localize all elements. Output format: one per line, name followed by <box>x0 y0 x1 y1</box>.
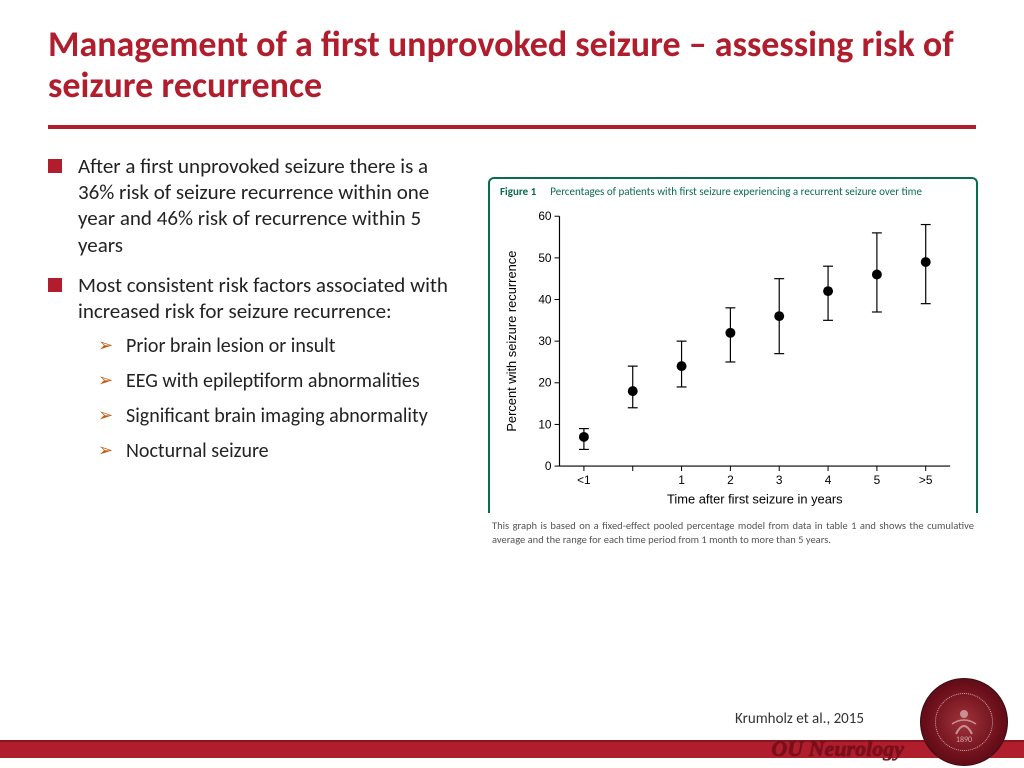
svg-text:30: 30 <box>538 334 552 348</box>
sub-bullet-list: Prior brain lesion or insult EEG with ep… <box>78 334 468 464</box>
errorbar-chart: 0 10 20 30 40 50 60 <1 1 2 3 4 5 >5 Time after first s… <box>500 203 966 513</box>
svg-text:50: 50 <box>538 251 552 265</box>
svg-text:Time after first seizure in ye: Time after first seizure in years <box>667 492 843 507</box>
content-area: After a first unprovoked seizure there i… <box>0 129 1024 548</box>
sub-bullet-item: Prior brain lesion or insult <box>98 334 468 359</box>
svg-text:<1: <1 <box>577 473 591 487</box>
svg-text:10: 10 <box>538 417 552 431</box>
svg-text:20: 20 <box>538 376 552 390</box>
svg-text:>5: >5 <box>919 473 933 487</box>
bullet-list: After a first unprovoked seizure there i… <box>48 153 468 465</box>
svg-text:40: 40 <box>538 293 552 307</box>
figure-header: Figure 1 Percentages of patients with fi… <box>500 185 966 199</box>
figure-caption: This graph is based on a fixed-effect po… <box>488 513 978 547</box>
svg-text:Percent with seizure recurrenc: Percent with seizure recurrence <box>504 251 519 432</box>
university-seal: 1890 <box>920 678 1008 766</box>
footer-org-text: OU Neurology <box>771 736 904 762</box>
page-title: Management of a first unprovoked seizure… <box>48 24 976 107</box>
bullet-column: After a first unprovoked seizure there i… <box>48 153 488 548</box>
svg-text:3: 3 <box>776 473 783 487</box>
svg-text:2: 2 <box>727 473 734 487</box>
citation: Krumholz et al., 2015 <box>735 710 864 728</box>
svg-text:1: 1 <box>678 473 685 487</box>
svg-text:60: 60 <box>538 209 552 223</box>
figure-label: Figure 1 <box>500 185 536 199</box>
sub-bullet-item: EEG with epileptiform abnormalities <box>98 369 468 394</box>
bullet-item: After a first unprovoked seizure there i… <box>48 153 468 258</box>
sub-bullet-item: Nocturnal seizure <box>98 439 468 464</box>
figure-column: Figure 1 Percentages of patients with fi… <box>488 153 978 548</box>
title-block: Management of a first unprovoked seizure… <box>0 0 1024 115</box>
svg-text:5: 5 <box>874 473 881 487</box>
figure-title: Percentages of patients with first seizu… <box>550 185 922 199</box>
sub-bullet-item: Significant brain imaging abnormality <box>98 404 468 429</box>
svg-text:4: 4 <box>825 473 832 487</box>
figure-box: Figure 1 Percentages of patients with fi… <box>488 177 978 513</box>
seal-year: 1890 <box>956 735 972 745</box>
bullet-item: Most consistent risk factors associated … <box>48 272 468 465</box>
svg-text:0: 0 <box>545 459 552 473</box>
bullet-text: Most consistent risk factors associated … <box>78 272 448 324</box>
